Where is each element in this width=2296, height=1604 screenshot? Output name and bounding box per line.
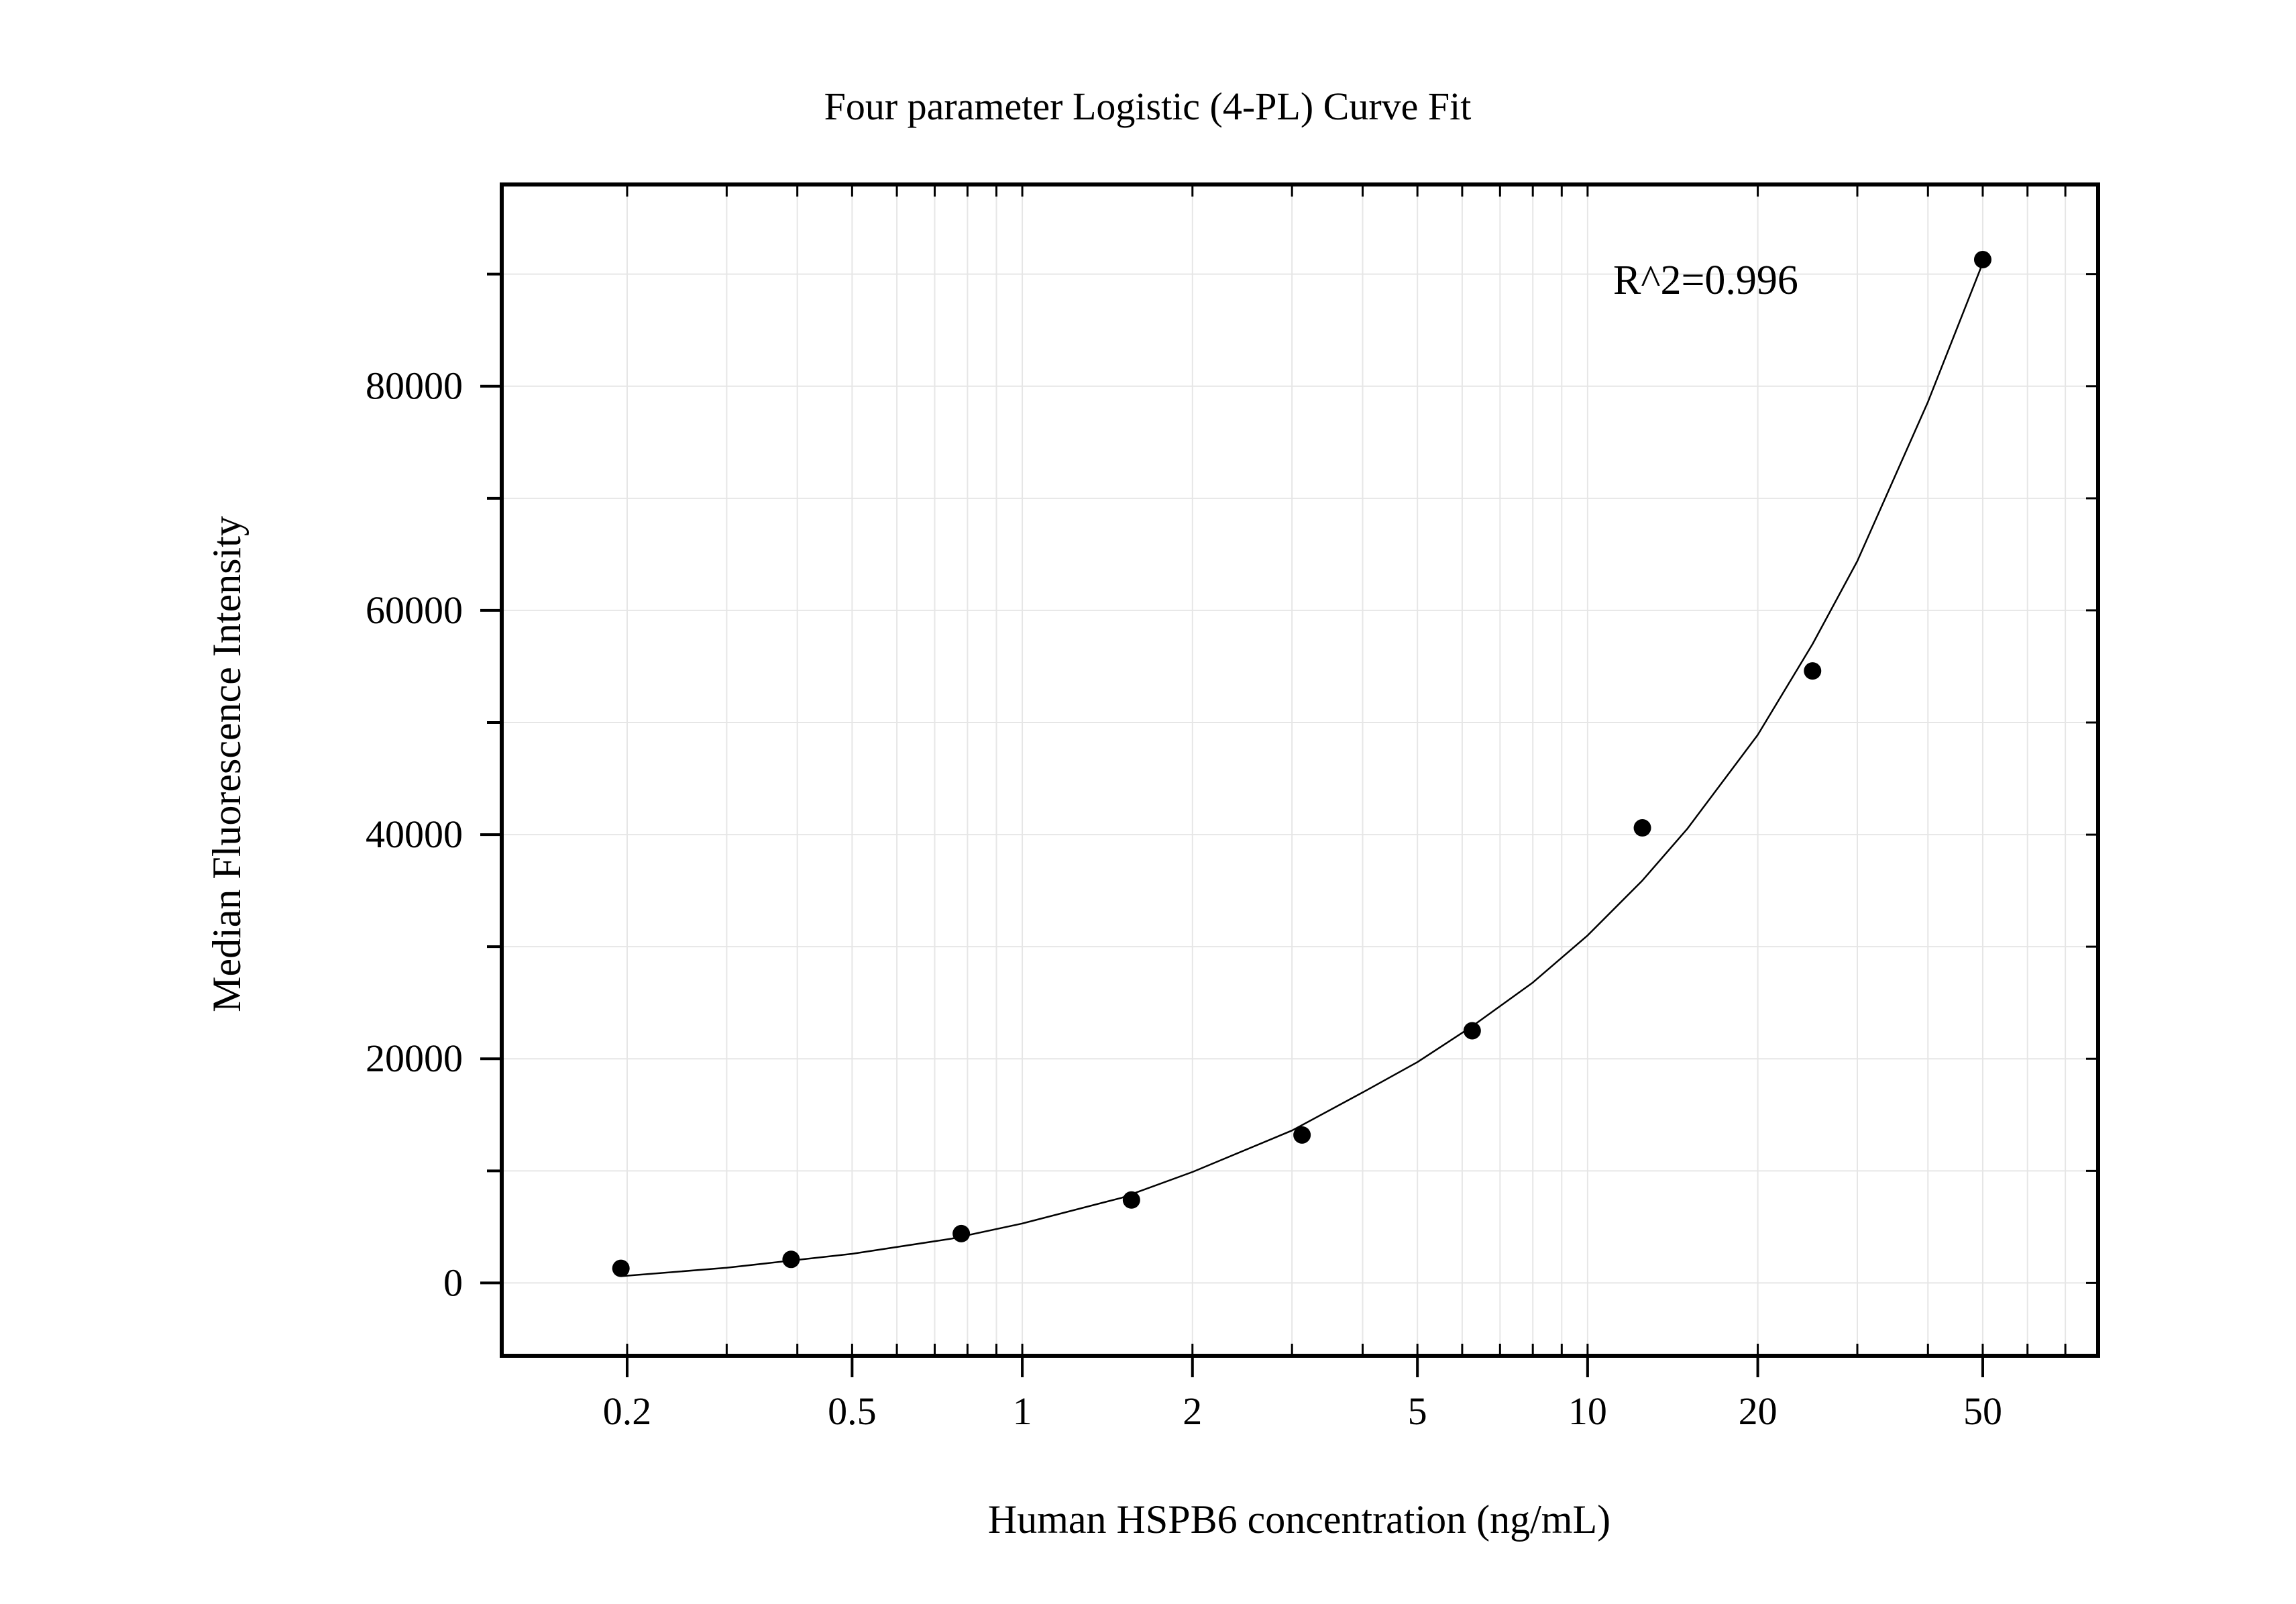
y-axis-label: Median Fluorescence Intensity	[205, 516, 249, 1012]
y-tick-label: 40000	[366, 812, 463, 856]
x-axis-label: Human HSPB6 concentration (ng/mL)	[988, 1497, 1610, 1542]
y-tick-label: 80000	[366, 364, 463, 408]
data-point	[612, 1259, 630, 1277]
y-tick-label: 20000	[366, 1036, 463, 1080]
grid-lines	[502, 184, 2098, 1356]
x-tick-label: 2	[1183, 1389, 1202, 1433]
fit-curve	[620, 262, 1984, 1277]
data-point	[1633, 819, 1651, 837]
data-point	[782, 1250, 800, 1269]
y-tick-label: 60000	[366, 588, 463, 632]
chart-title: Four parameter Logistic (4-PL) Curve Fit	[824, 85, 1472, 128]
data-point	[1293, 1126, 1311, 1144]
x-tick-labels: 0.2 0.5 1 2 5 10 20 50	[603, 1389, 2002, 1433]
x-tick-label: 50	[1963, 1389, 2002, 1433]
x-tick-label: 10	[1568, 1389, 1607, 1433]
x-tick-label: 0.5	[828, 1389, 877, 1433]
plot-frame	[500, 182, 2100, 1358]
data-point	[1973, 250, 1991, 268]
fit-curve-line	[620, 262, 1984, 1277]
x-tick-label: 5	[1408, 1389, 1427, 1433]
y-tick-labels: 0 20000 40000 60000 80000	[366, 364, 463, 1305]
x-tick-label: 20	[1739, 1389, 1778, 1433]
major-ticks	[480, 384, 1984, 1377]
data-points	[612, 250, 1991, 1277]
data-point	[952, 1224, 971, 1242]
data-point	[1804, 662, 1822, 680]
data-point	[1463, 1022, 1481, 1040]
r-squared-annotation: R^2=0.996	[1613, 258, 1798, 303]
x-tick-label: 1	[1013, 1389, 1032, 1433]
x-tick-label: 0.2	[603, 1389, 652, 1433]
y-tick-label: 0	[443, 1261, 463, 1304]
data-point	[1122, 1191, 1140, 1209]
